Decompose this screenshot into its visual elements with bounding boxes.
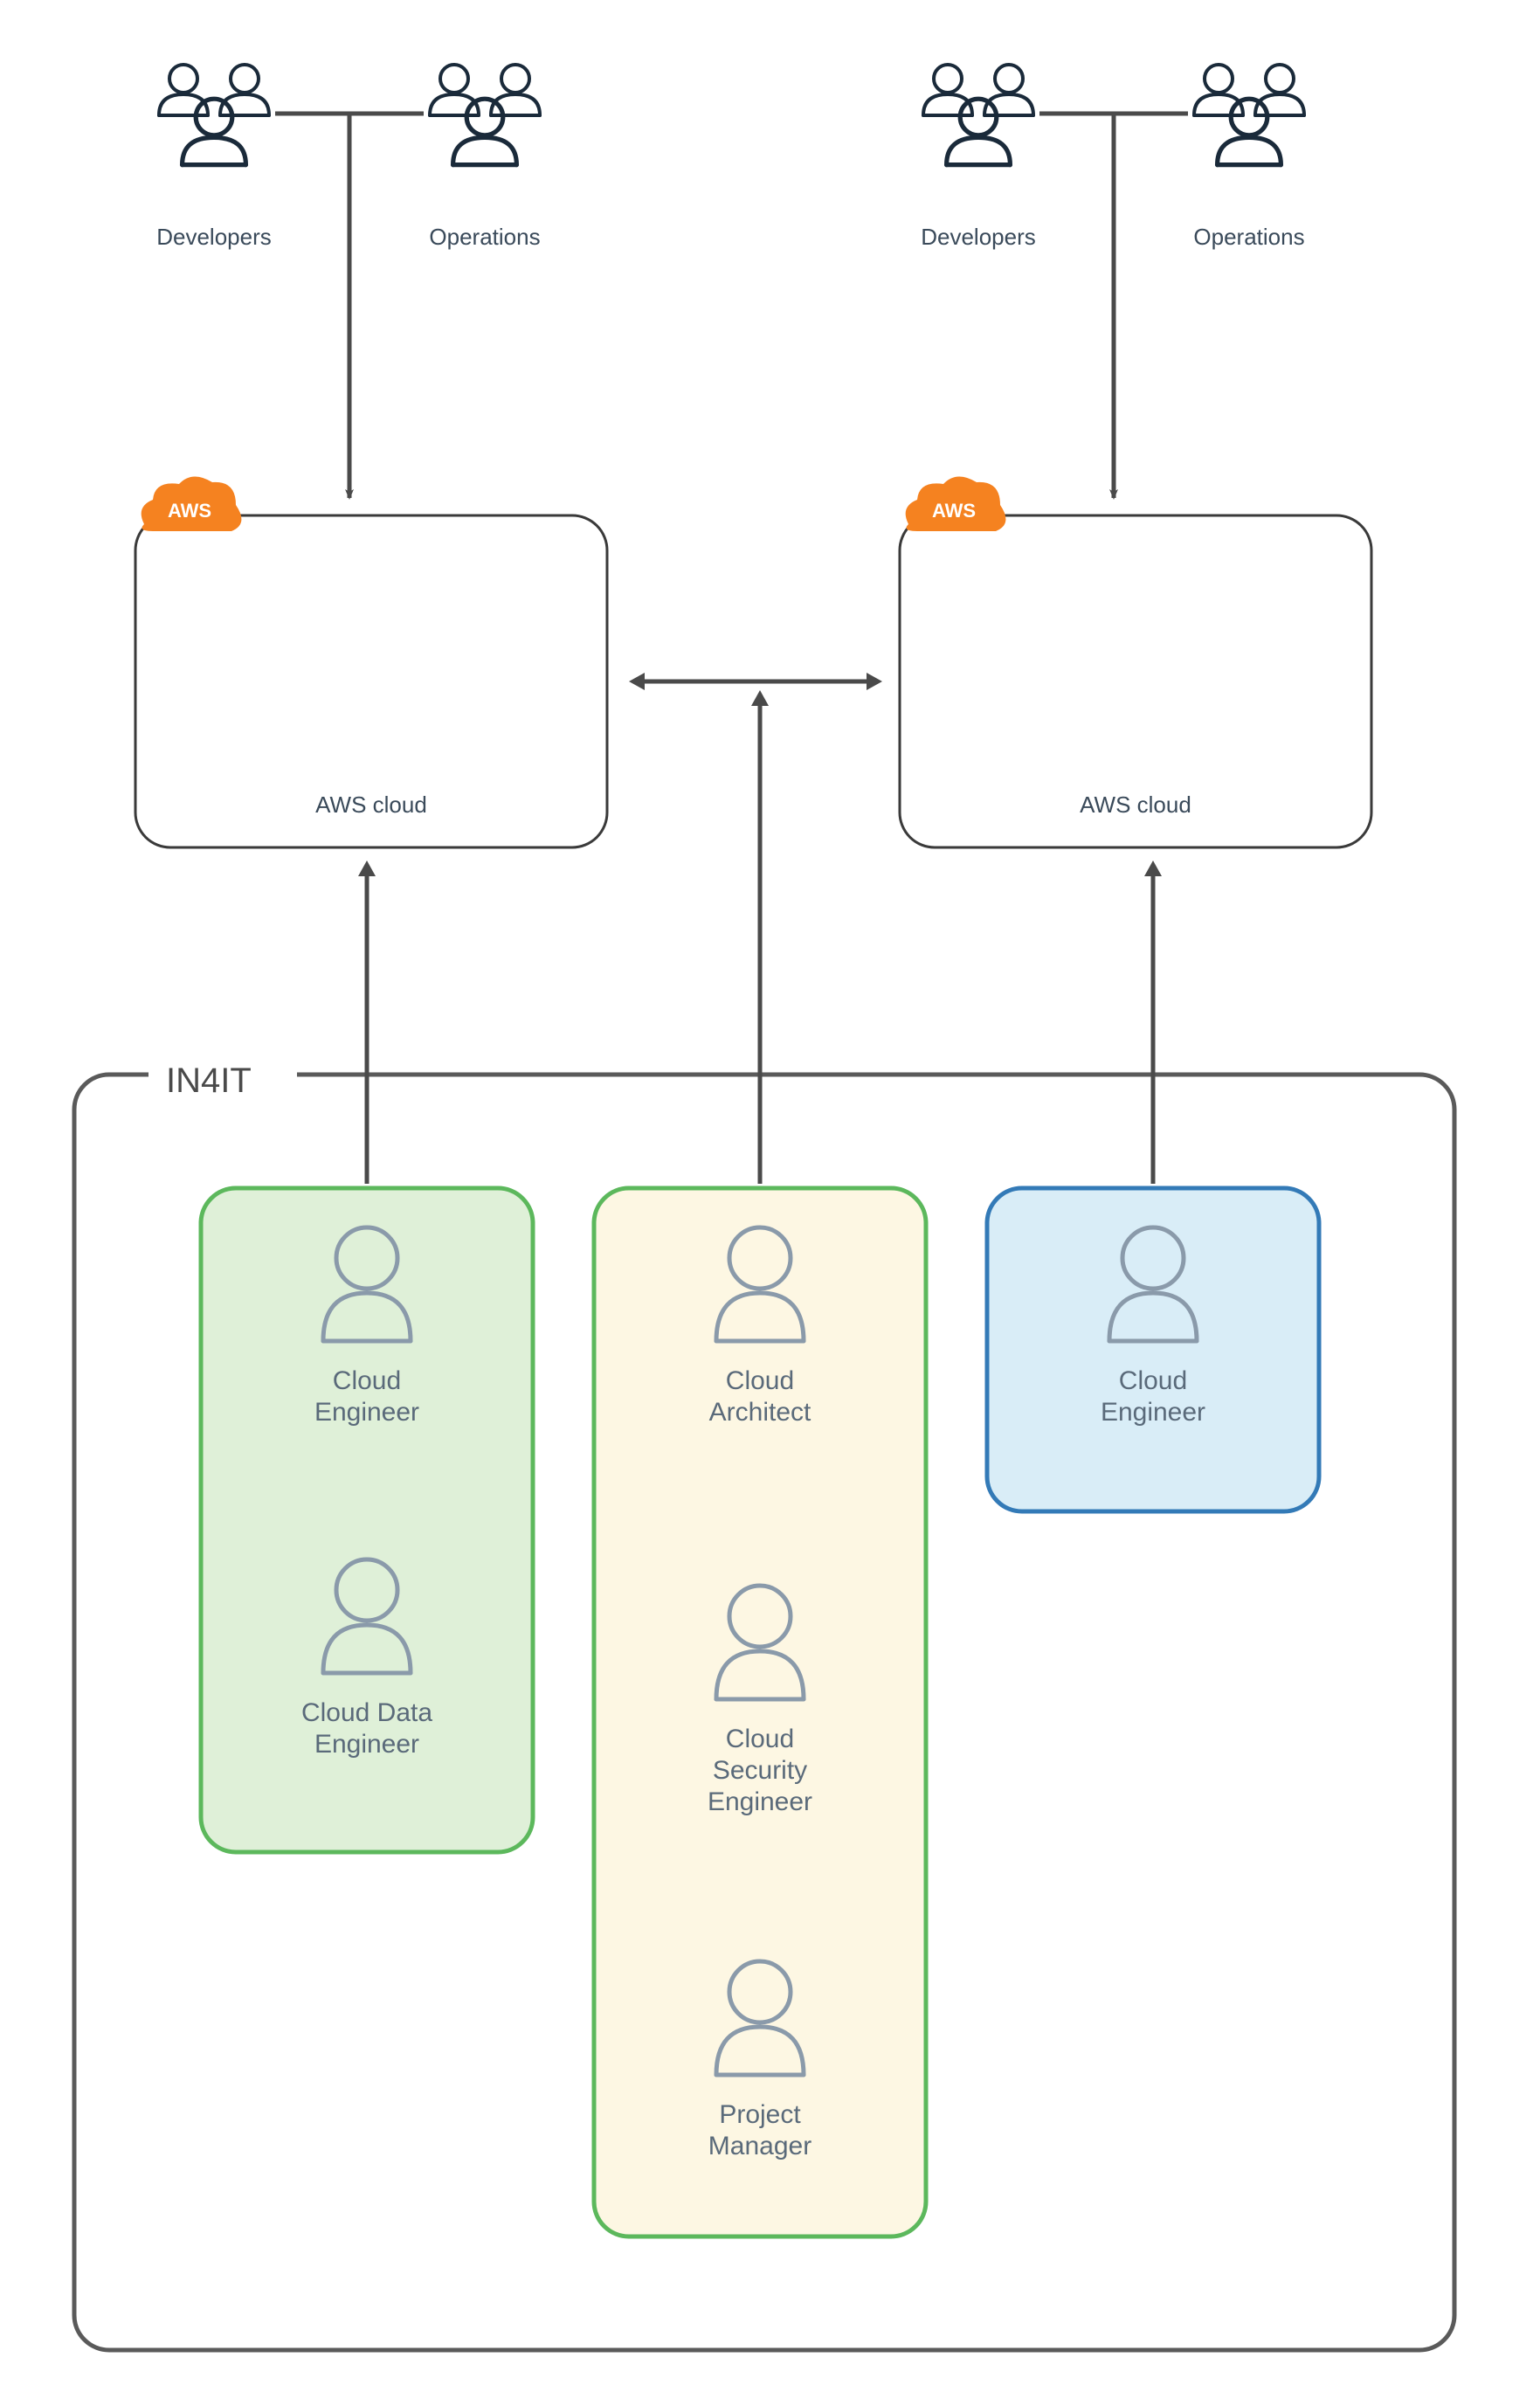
operations-label: Operations <box>1193 224 1304 250</box>
role-label-green-1-0: Cloud Data <box>301 1698 432 1727</box>
aws-badge-icon: AWS <box>906 476 1006 531</box>
aws-interconnect <box>629 673 882 690</box>
role-group-rect <box>987 1188 1319 1511</box>
user-icon <box>947 99 1011 164</box>
role-group-rect <box>594 1188 926 2236</box>
developers-icon <box>159 65 269 165</box>
operations-label: Operations <box>429 224 540 250</box>
arrowhead <box>629 673 645 690</box>
in4it-title: IN4IT <box>166 1061 252 1100</box>
role-label-blue-0-0: Cloud <box>1119 1366 1187 1395</box>
arrowhead <box>867 673 882 690</box>
operations-icon <box>430 65 540 165</box>
green-arrow <box>358 861 376 1184</box>
role-label-yellow-1-1: Security <box>713 1756 807 1785</box>
top-group-0: Developers Operations <box>156 65 540 498</box>
user-icon <box>1218 99 1281 164</box>
role-label-yellow-0-0: Cloud <box>726 1366 794 1395</box>
role-label-green-1-1: Engineer <box>314 1730 419 1759</box>
arrowhead <box>358 861 376 876</box>
role-group-yellow: Cloud Architect Cloud SecurityEngineer Proje… <box>594 1188 926 2236</box>
aws-box-label: AWS cloud <box>1080 792 1191 818</box>
aws-badge-icon: AWS <box>142 476 242 531</box>
user-icon <box>183 99 246 164</box>
developers-label: Developers <box>921 224 1036 250</box>
role-group-blue: Cloud Engineer <box>987 1188 1319 1511</box>
arrowhead <box>1144 861 1162 876</box>
role-label-green-0-0: Cloud <box>333 1366 401 1395</box>
role-label-yellow-2-1: Manager <box>708 2132 811 2160</box>
user-icon <box>453 99 517 164</box>
role-label-yellow-1-0: Cloud <box>726 1725 794 1753</box>
role-group-green: Cloud Engineer Cloud Data Engineer <box>201 1188 533 1852</box>
arrowhead <box>751 690 769 706</box>
aws-box-1: AWS cloud AWS <box>900 476 1371 847</box>
role-label-blue-0-1: Engineer <box>1101 1398 1205 1427</box>
blue-arrow <box>1144 861 1162 1184</box>
developers-label: Developers <box>156 224 272 250</box>
aws-badge-text: AWS <box>168 500 211 522</box>
role-label-green-0-1: Engineer <box>314 1398 419 1427</box>
aws-box-0: AWS cloud AWS <box>135 476 607 847</box>
yellow-arrow <box>751 690 769 1184</box>
top-group-1: Developers Operations <box>921 65 1304 498</box>
aws-box-label: AWS cloud <box>315 792 427 818</box>
role-label-yellow-0-1: Architect <box>709 1398 811 1427</box>
aws-badge-text: AWS <box>932 500 976 522</box>
role-label-yellow-1-2: Engineer <box>708 1787 812 1816</box>
developers-icon <box>923 65 1033 165</box>
role-label-yellow-2-0: Project <box>719 2100 801 2129</box>
operations-icon <box>1194 65 1304 165</box>
